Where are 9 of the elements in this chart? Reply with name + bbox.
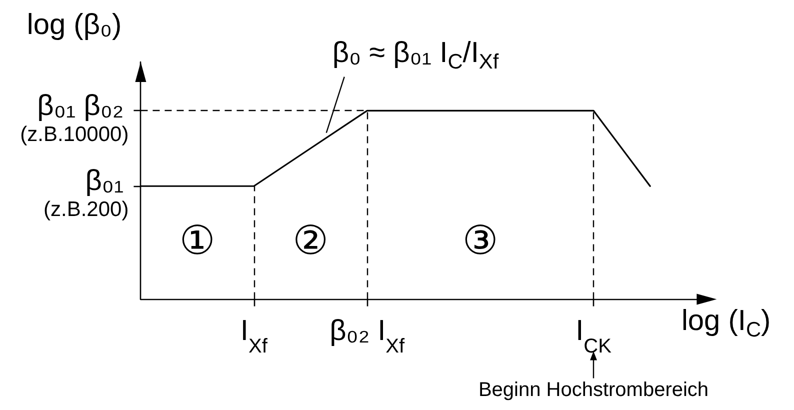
annotation: ③	[462, 218, 498, 264]
x-axis-title: log (I$_{C}$)	[681, 305, 771, 342]
text: β₀₁ β₀₂ (z.B.10000)	[20, 90, 129, 146]
annotation: ②	[292, 218, 328, 264]
text: β₀₁ (z.B.200)	[44, 165, 129, 222]
y-axis-title: log (β₀)	[26, 9, 122, 42]
text: β₀ ≈ β₀₁ I$_{C}$/I$_{Xf}$	[332, 36, 499, 74]
annotation: ①	[179, 218, 216, 264]
text: Beginn Hochstrombereich	[478, 379, 709, 402]
